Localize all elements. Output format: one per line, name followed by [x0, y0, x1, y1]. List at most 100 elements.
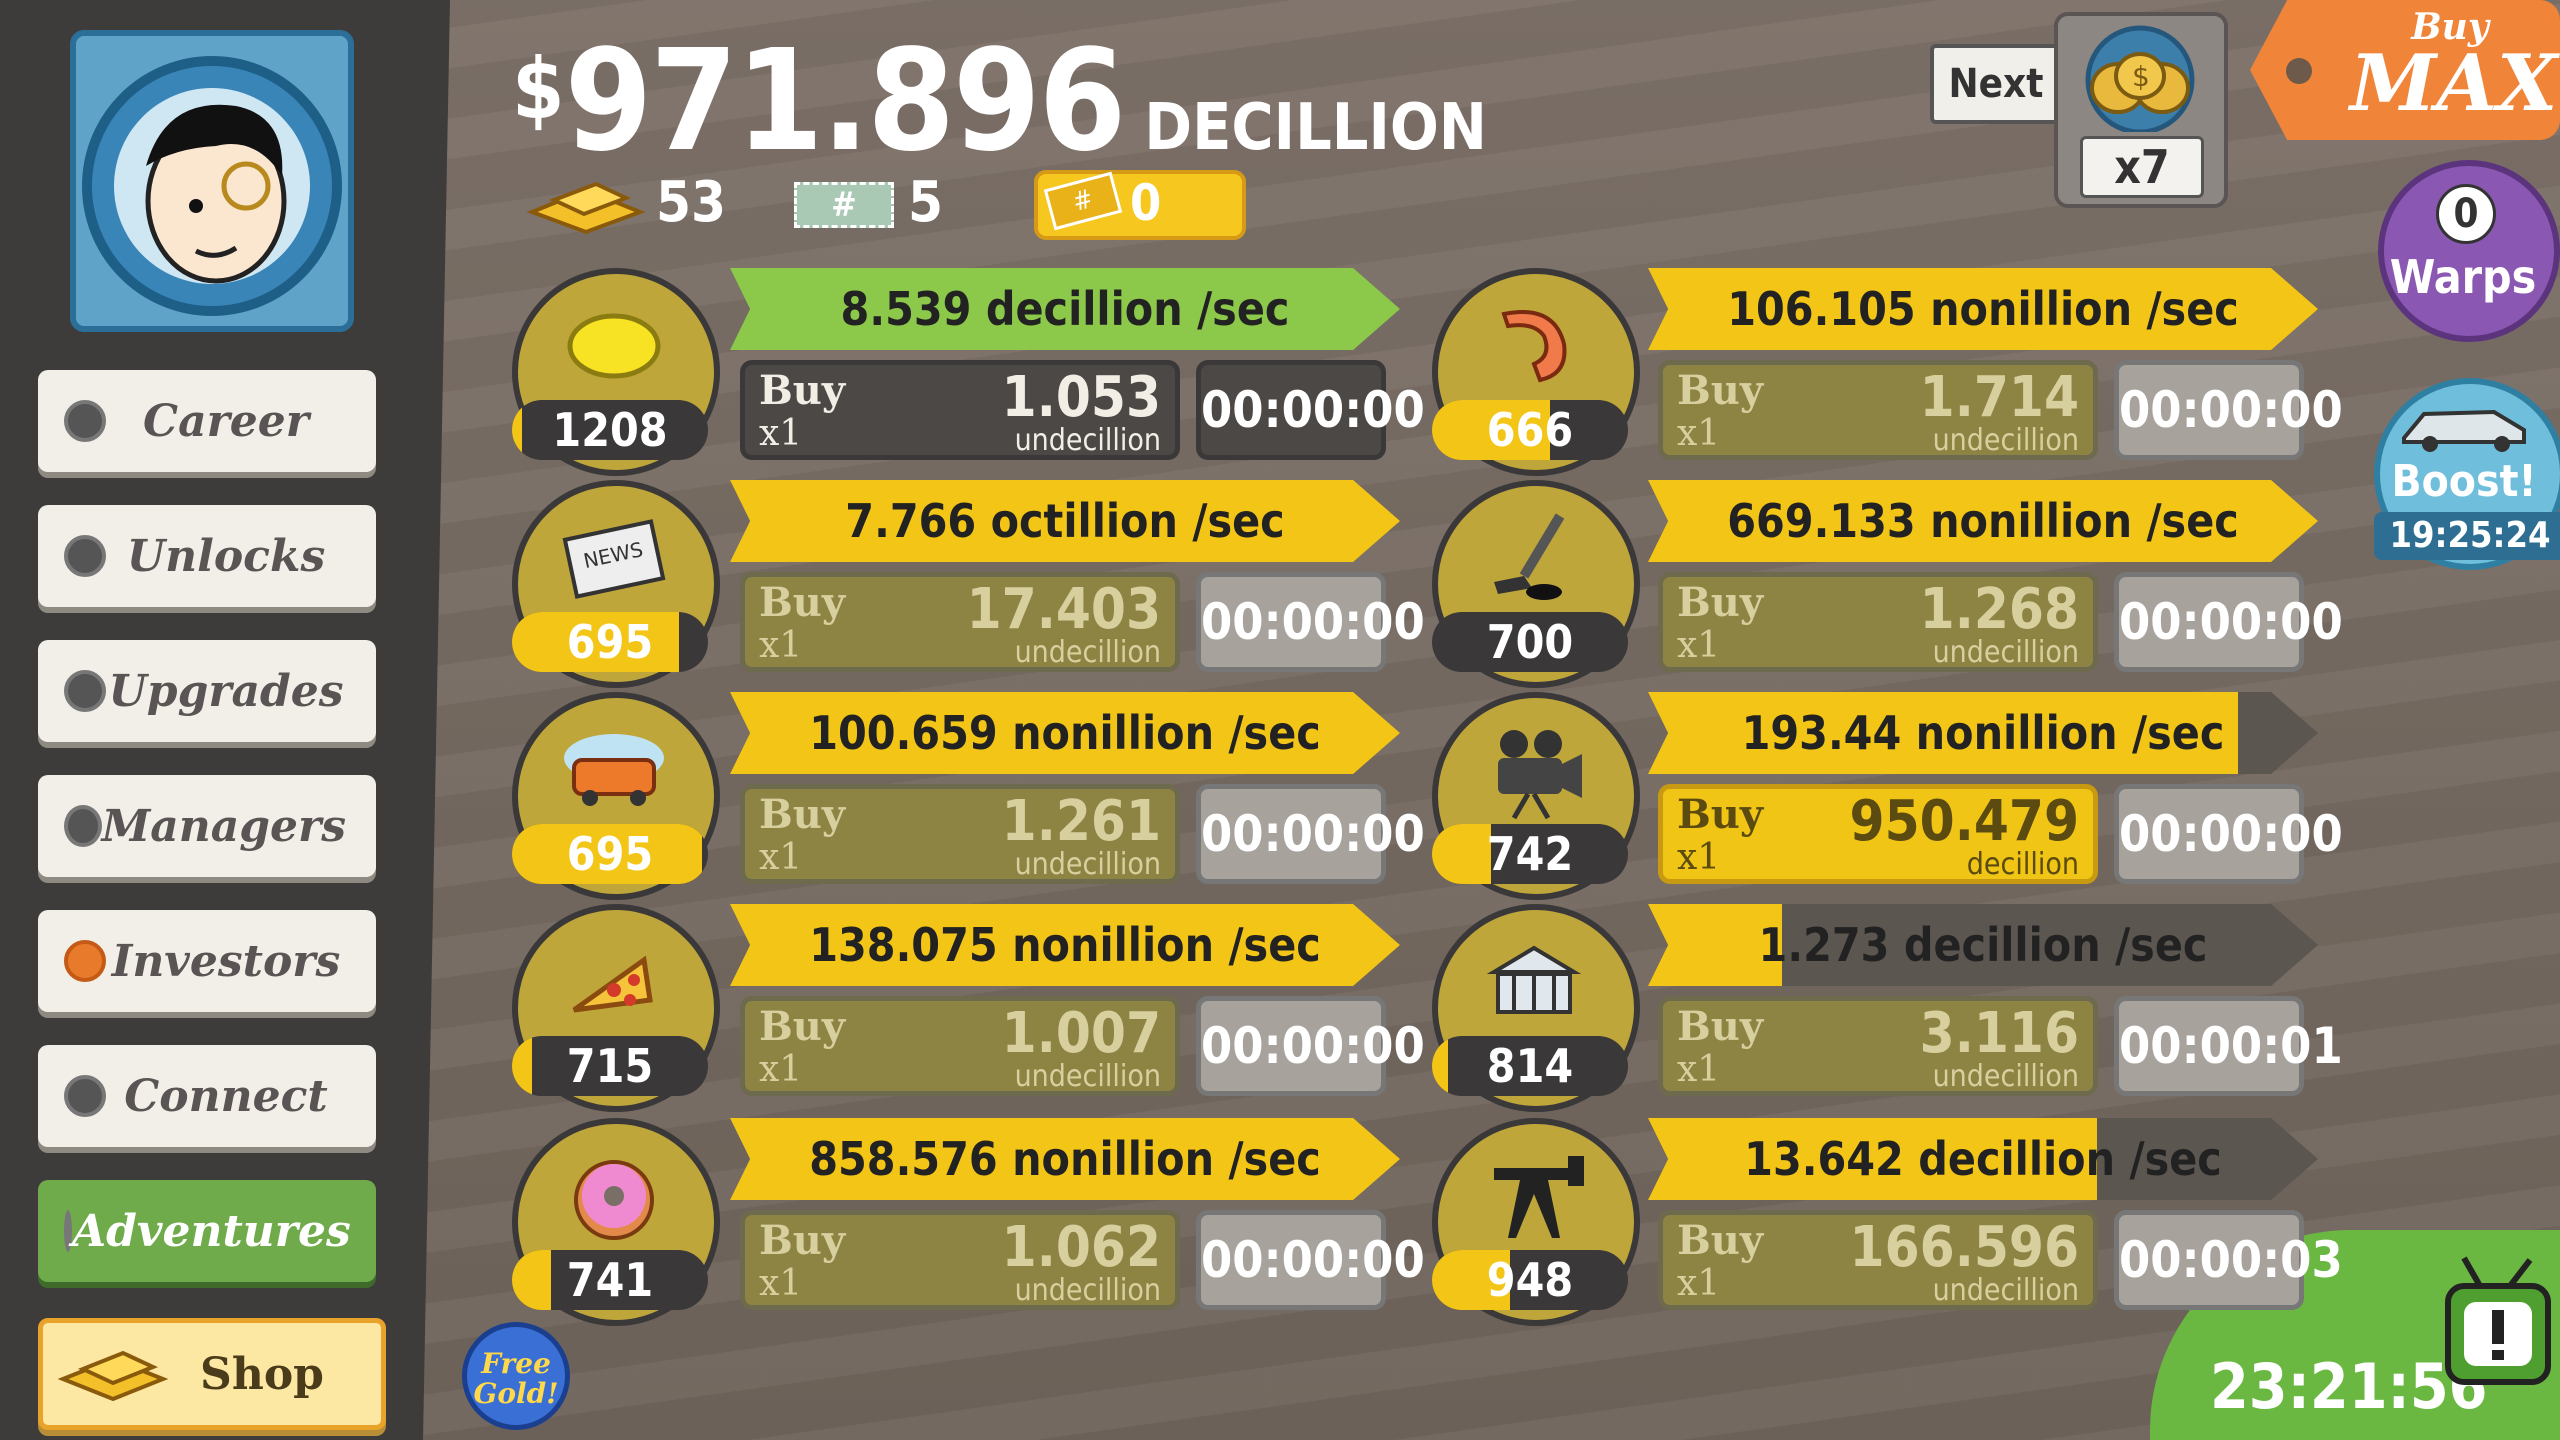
- profit-bar[interactable]: 858.576 nonillion /sec: [730, 1118, 1400, 1200]
- profit-rate: 669.133 nonillion /sec: [1727, 494, 2239, 548]
- unlocks-button[interactable]: Unlocks: [38, 505, 376, 607]
- buy-button[interactable]: Buy x1 166.596 undecillion: [1658, 1210, 2098, 1310]
- profit-bar[interactable]: 106.105 nonillion /sec: [1648, 268, 2318, 350]
- profit-rate: 13.642 decillion /sec: [1744, 1132, 2222, 1186]
- donut-icon: [574, 1160, 654, 1240]
- profit-bar[interactable]: 669.133 nonillion /sec: [1648, 480, 2318, 562]
- buy-price: 1.268: [1919, 577, 2079, 642]
- ticket-count: 0: [1130, 174, 1162, 232]
- currency-symbol: $: [512, 40, 565, 138]
- tv-panel[interactable]: 23:21:56: [2150, 1230, 2560, 1440]
- free-gold-button[interactable]: Free Gold!: [462, 1322, 570, 1430]
- warps-button[interactable]: 0 Warps: [2378, 160, 2560, 342]
- profit-rate: 106.105 nonillion /sec: [1727, 282, 2239, 336]
- investors-indicator-icon: [64, 940, 106, 982]
- profit-bar[interactable]: 1.273 decillion /sec: [1648, 904, 2318, 986]
- career-indicator-icon: [64, 400, 106, 442]
- business-count-value: 741: [566, 1253, 654, 1307]
- tv-timer: 23:21:56: [2210, 1350, 2488, 1423]
- buy-price: 17.403: [966, 577, 1161, 642]
- ticket-counter[interactable]: # 0: [1034, 170, 1246, 240]
- gold-bars-icon: [57, 1350, 169, 1402]
- adventures-label: Adventures: [72, 1205, 351, 1257]
- profit-rate: 858.576 nonillion /sec: [809, 1132, 1321, 1186]
- business-count-value: 695: [566, 615, 654, 669]
- buy-button[interactable]: Buy x1 1.261 undecillion: [740, 784, 1180, 884]
- profit-bar-fill: [1648, 692, 2238, 774]
- investors-button[interactable]: Investors: [38, 910, 376, 1012]
- buy-button[interactable]: Buy x1 17.403 undecillion: [740, 572, 1180, 672]
- adventures-button[interactable]: Adventures: [38, 1180, 376, 1282]
- buy-button[interactable]: Buy x1 1.007 undecillion: [740, 996, 1180, 1096]
- buy-button[interactable]: Buy x1 1.714 undecillion: [1658, 360, 2098, 460]
- business-count-value: 948: [1486, 1253, 1574, 1307]
- buy-quantity: x1: [1677, 837, 1721, 878]
- buy-price: 1.007: [1001, 1001, 1161, 1066]
- profit-rate: 193.44 nonillion /sec: [1741, 706, 2225, 760]
- player-avatar[interactable]: [70, 30, 354, 332]
- buy-button[interactable]: Buy x1 1.268 undecillion: [1658, 572, 2098, 672]
- boost-label: Boost!: [2391, 456, 2537, 507]
- managers-button[interactable]: Managers: [38, 775, 376, 877]
- money-amount: 971.896: [564, 20, 1127, 183]
- career-button[interactable]: Career: [38, 370, 376, 472]
- profit-bar-fill: [730, 1118, 1400, 1200]
- buy-price: 3.116: [1919, 1001, 2079, 1066]
- profit-bar[interactable]: 193.44 nonillion /sec: [1648, 692, 2318, 774]
- business-count: 666: [1432, 400, 1628, 460]
- warps-label: Warps: [2389, 250, 2537, 304]
- business-count-value: 742: [1486, 827, 1574, 881]
- count-progress-fill: [512, 824, 703, 884]
- bank-icon: [1486, 945, 1582, 1014]
- business-timer: 00:00:01: [2114, 996, 2343, 1096]
- profit-bar-fill: [1648, 268, 2318, 350]
- megaticket-icon: #: [794, 182, 894, 228]
- newspaper-icon: NEWS: [562, 519, 666, 599]
- buy-price-unit: undecillion: [1014, 635, 1161, 670]
- profit-bar[interactable]: 8.539 decillion /sec: [730, 268, 1400, 350]
- shop-button[interactable]: Shop: [38, 1318, 386, 1430]
- warps-count: 0: [2436, 184, 2496, 244]
- buy-price-unit: undecillion: [1932, 635, 2079, 670]
- buy-quantity: x1: [1677, 625, 1721, 666]
- business-timer: 00:00:00: [1196, 572, 1425, 672]
- boost-timer: 19:25:24: [2374, 512, 2560, 560]
- buy-label: Buy: [759, 579, 846, 626]
- money-bags-icon: $: [2085, 25, 2195, 132]
- profit-bar[interactable]: 7.766 octillion /sec: [730, 480, 1400, 562]
- next-multiplier-button[interactable]: Next: [1930, 44, 2062, 124]
- business-timer: 00:00:00: [1196, 784, 1425, 884]
- business-count: 695: [512, 824, 708, 884]
- upgrades-button[interactable]: Upgrades: [38, 640, 376, 742]
- buy-price: 950.479: [1849, 789, 2079, 854]
- managers-indicator-icon: [64, 805, 102, 847]
- hockey-icon: [1494, 513, 1565, 600]
- profit-bar[interactable]: 100.659 nonillion /sec: [730, 692, 1400, 774]
- business-timer: 00:00:00: [2114, 572, 2343, 672]
- buy-multiplier-button[interactable]: $ x7: [2054, 12, 2228, 208]
- buy-button[interactable]: Buy x1 950.479 decillion: [1658, 784, 2098, 884]
- profit-rate: 8.539 decillion /sec: [840, 282, 1290, 336]
- profit-bar[interactable]: 13.642 decillion /sec: [1648, 1118, 2318, 1200]
- buy-button[interactable]: Buy x1 1.062 undecillion: [740, 1210, 1180, 1310]
- buy-price-unit: decillion: [1966, 847, 2079, 882]
- lemon-icon: [567, 313, 661, 379]
- buy-price: 1.062: [1001, 1215, 1161, 1280]
- buy-button[interactable]: Buy x1 1.053 undecillion: [740, 360, 1180, 460]
- business-timer: 00:00:00: [1196, 996, 1425, 1096]
- buy-max-button[interactable]: Buy MAX: [2250, 0, 2560, 140]
- profit-rate: 1.273 decillion /sec: [1758, 918, 2208, 972]
- profit-rate: 7.766 octillion /sec: [845, 494, 1285, 548]
- buy-max-bottom-label: MAX: [2350, 38, 2558, 129]
- oil-rig-icon: [1494, 1156, 1584, 1238]
- connect-button[interactable]: Connect: [38, 1045, 376, 1147]
- buy-button[interactable]: Buy x1 3.116 undecillion: [1658, 996, 2098, 1096]
- buy-label: Buy: [759, 1217, 846, 1264]
- profit-bar-fill: [730, 904, 1400, 986]
- business-timer: 00:00:00: [2114, 360, 2343, 460]
- count-progress-fill: [512, 400, 522, 460]
- profit-bar[interactable]: 138.075 nonillion /sec: [730, 904, 1400, 986]
- buy-quantity: x1: [759, 1263, 803, 1304]
- business-timer: 00:00:00: [1196, 1210, 1425, 1310]
- buy-price-unit: undecillion: [1014, 847, 1161, 882]
